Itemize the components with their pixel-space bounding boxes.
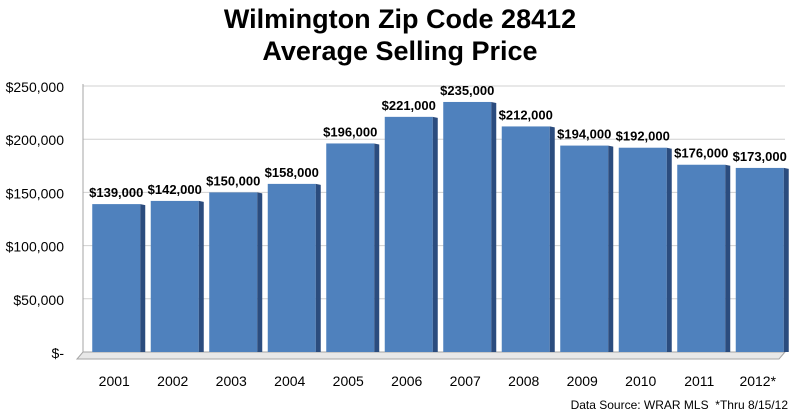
bar-front — [92, 204, 141, 352]
y-tick-label: $100,000 — [6, 239, 65, 255]
x-tick-label: 2010 — [625, 373, 656, 389]
x-tick-label: 2001 — [99, 373, 130, 389]
x-tick-label: 2007 — [450, 373, 481, 389]
x-tick-label: 2005 — [333, 373, 364, 389]
bar — [326, 143, 380, 352]
bar-front — [735, 167, 784, 352]
data-label: $150,000 — [206, 173, 260, 188]
data-label: $192,000 — [616, 129, 670, 144]
bar-side — [374, 143, 380, 352]
bar-front — [384, 116, 433, 352]
y-tick-label: $250,000 — [6, 79, 65, 95]
bar — [560, 145, 614, 352]
x-tick-label: 2009 — [567, 373, 598, 389]
x-tick-label: 2004 — [274, 373, 305, 389]
data-label: $173,000 — [733, 149, 787, 164]
data-label: $196,000 — [323, 124, 377, 139]
bar-front — [443, 101, 492, 353]
data-label: $142,000 — [148, 182, 202, 197]
x-axis: 2001 2002 2003 2004 2005 2006 2007 2008 2009 2010… — [99, 373, 777, 389]
data-source-note: Data Source: WRAR MLS *Thru 8/15/12 — [570, 398, 788, 412]
bar-front — [501, 126, 550, 352]
chart-floor — [75, 351, 787, 360]
bar — [384, 116, 438, 352]
y-tick-label: $200,000 — [6, 132, 65, 148]
bar-front — [677, 164, 726, 352]
bar — [267, 183, 321, 352]
bar-side — [666, 147, 672, 352]
y-tick-label: $50,000 — [13, 292, 64, 308]
bar-front — [326, 143, 375, 352]
bar — [92, 204, 146, 352]
data-label: $212,000 — [499, 107, 553, 122]
data-label: $221,000 — [382, 98, 436, 113]
bar-front — [209, 192, 258, 352]
data-label: $235,000 — [440, 83, 494, 98]
bar-side — [140, 204, 146, 352]
bar-front — [618, 147, 667, 352]
chart-title: Wilmington Zip Code 28412 — [223, 4, 577, 34]
bar-side — [198, 200, 204, 352]
bar — [150, 200, 204, 352]
bar — [618, 147, 672, 352]
bar-front — [150, 200, 199, 352]
bar-front — [560, 145, 609, 352]
x-tick-label: 2003 — [216, 373, 247, 389]
data-label: $176,000 — [674, 146, 728, 161]
bar-side — [608, 145, 614, 352]
bar — [735, 167, 789, 352]
bar-side — [315, 183, 321, 352]
bar — [443, 101, 497, 353]
x-tick-label: 2002 — [157, 373, 188, 389]
y-tick-label: $- — [52, 345, 65, 361]
bar-side — [257, 192, 263, 352]
y-axis: $- $50,000 $100,000 $150,000 $200,000 $250,00… — [6, 79, 84, 361]
bar-front — [267, 183, 316, 352]
bar-side — [783, 167, 789, 352]
bar-side — [725, 164, 731, 352]
bar-side — [432, 116, 438, 352]
x-tick-label: 2006 — [391, 373, 422, 389]
x-tick-label: 2012* — [739, 373, 776, 389]
bar — [677, 164, 731, 352]
bar — [209, 192, 263, 352]
x-tick-label: 2011 — [684, 373, 714, 389]
data-label: $158,000 — [265, 165, 319, 180]
bar — [501, 126, 555, 352]
floor-plane — [75, 351, 787, 360]
bar-side — [491, 101, 497, 353]
x-tick-label: 2008 — [508, 373, 539, 389]
bars — [92, 101, 789, 353]
data-labels: $139,000 $142,000 $150,000 $158,000 $196,000… — [89, 83, 787, 200]
chart-subtitle: Average Selling Price — [262, 36, 538, 66]
y-tick-label: $150,000 — [6, 185, 65, 201]
data-label: $194,000 — [557, 127, 611, 142]
bar-side — [549, 126, 555, 352]
data-label: $139,000 — [89, 185, 143, 200]
